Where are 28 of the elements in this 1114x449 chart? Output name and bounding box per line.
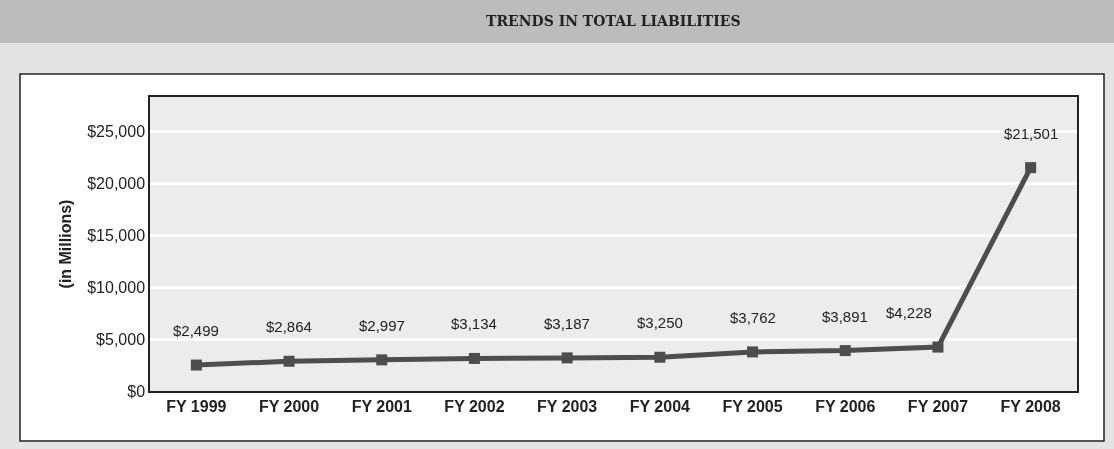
data-label: $2,997 bbox=[359, 317, 405, 334]
x-tick-label: FY 2007 bbox=[907, 397, 969, 415]
x-tick-label: FY 2001 bbox=[351, 397, 412, 415]
data-label: $3,134 bbox=[451, 315, 497, 332]
y-tick-label: $20,000 bbox=[87, 174, 146, 192]
x-tick-label: FY 2000 bbox=[258, 397, 320, 415]
y-tick-label: $25,000 bbox=[87, 122, 146, 140]
data-label: $2,499 bbox=[173, 322, 219, 339]
data-label: $2,864 bbox=[266, 318, 312, 335]
x-tick-label: FY 2002 bbox=[444, 397, 505, 415]
x-tick-label: FY 2008 bbox=[1000, 397, 1061, 415]
x-tick-label: FY 2006 bbox=[815, 397, 876, 415]
data-label: $4,228 bbox=[886, 304, 932, 321]
y-tick-label: $15,000 bbox=[87, 226, 146, 244]
x-tick-label: FY 2005 bbox=[722, 397, 783, 415]
y-axis-title: (in Millions) bbox=[56, 199, 74, 289]
data-label: $21,501 bbox=[1004, 125, 1059, 142]
x-tick-label: FY 2003 bbox=[537, 397, 598, 415]
data-label: $3,187 bbox=[544, 315, 590, 332]
y-tick-label: $10,000 bbox=[87, 278, 146, 296]
y-tick-label: $5,000 bbox=[96, 330, 146, 348]
chart-title: TRENDS IN TOTAL LIABILITIES bbox=[486, 13, 741, 29]
data-label: $3,762 bbox=[730, 309, 776, 326]
y-tick-label: $0 bbox=[127, 382, 146, 400]
x-tick-label: FY 1999 bbox=[166, 397, 227, 415]
data-label: $3,891 bbox=[822, 308, 868, 325]
data-label: $3,250 bbox=[637, 314, 683, 331]
x-tick-label: FY 2004 bbox=[629, 397, 691, 415]
